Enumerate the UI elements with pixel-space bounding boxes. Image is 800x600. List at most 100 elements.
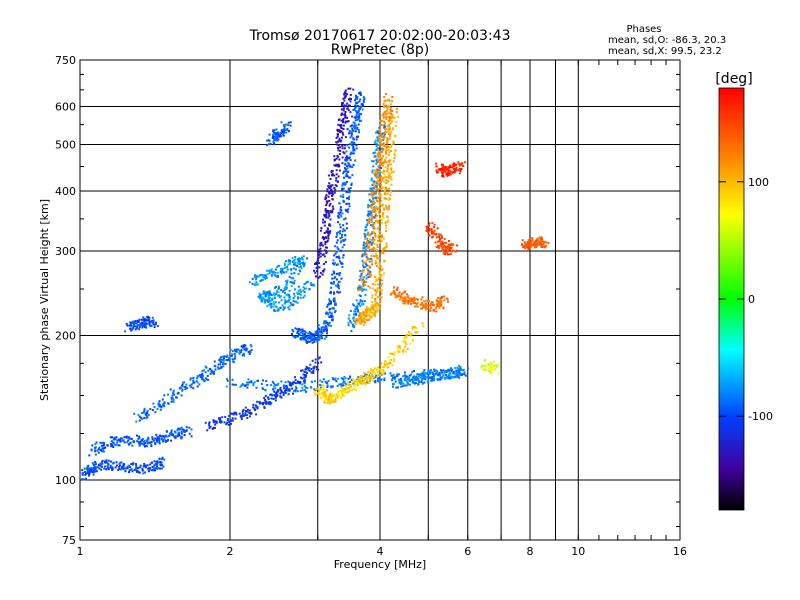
data-point	[322, 385, 325, 387]
data-point	[208, 424, 211, 427]
data-point	[310, 335, 313, 338]
data-point	[338, 257, 341, 260]
data-point	[388, 138, 391, 140]
data-point	[463, 373, 466, 376]
data-point	[266, 299, 269, 302]
data-point	[280, 129, 283, 132]
data-point	[325, 321, 328, 324]
data-point	[222, 355, 225, 358]
data-point	[326, 389, 329, 392]
data-point	[150, 469, 153, 472]
data-point	[303, 338, 306, 341]
data-point	[378, 230, 381, 233]
data-point	[220, 365, 223, 368]
data-point	[362, 288, 365, 291]
data-point	[282, 308, 285, 311]
data-point	[351, 129, 354, 132]
data-point	[392, 127, 395, 130]
data-point	[156, 467, 159, 470]
data-point	[243, 354, 245, 357]
data-point	[378, 302, 381, 305]
data-point	[402, 350, 404, 353]
data-point	[352, 88, 355, 91]
data-point	[342, 228, 345, 231]
data-point	[353, 316, 355, 319]
data-point	[363, 254, 366, 257]
data-point	[173, 430, 176, 433]
data-point	[272, 305, 275, 308]
data-point	[330, 386, 333, 389]
data-point	[388, 99, 391, 102]
data-point	[370, 211, 373, 214]
data-point	[337, 163, 340, 166]
data-point	[393, 291, 396, 294]
data-point	[298, 381, 301, 384]
data-point	[389, 111, 392, 114]
data-point	[342, 387, 345, 390]
data-point	[339, 237, 342, 240]
data-point	[490, 367, 492, 370]
data-point	[124, 467, 127, 470]
data-point	[420, 373, 423, 375]
data-point	[348, 191, 351, 194]
data-point	[273, 390, 276, 393]
data-point	[384, 176, 387, 179]
data-point	[273, 129, 276, 132]
data-point	[345, 156, 347, 159]
data-point	[291, 387, 294, 390]
data-point	[273, 293, 276, 296]
data-point	[372, 236, 374, 239]
data-point	[528, 244, 531, 246]
data-point	[378, 263, 381, 266]
data-point	[329, 218, 332, 221]
data-point	[376, 249, 379, 251]
data-point	[379, 143, 381, 146]
data-point	[190, 435, 193, 438]
data-point	[378, 153, 381, 155]
data-point	[338, 153, 341, 155]
data-point	[337, 211, 340, 214]
data-point	[250, 349, 253, 352]
data-point	[398, 345, 401, 348]
data-point	[159, 464, 162, 467]
data-point	[199, 376, 202, 379]
data-point	[151, 320, 154, 323]
data-point	[238, 412, 241, 415]
data-point	[180, 394, 183, 397]
data-point	[297, 273, 300, 276]
data-point	[386, 192, 389, 195]
y-axis-label: Stationary phase Virtual Height [km]	[38, 199, 51, 401]
data-point	[382, 216, 385, 219]
data-point	[109, 436, 112, 439]
data-point	[143, 444, 146, 446]
data-point	[450, 367, 452, 370]
data-point	[320, 387, 322, 390]
data-point	[365, 377, 368, 380]
data-point	[328, 187, 331, 190]
data-point	[435, 246, 438, 249]
data-point	[251, 282, 254, 285]
data-point	[131, 463, 134, 466]
data-point	[316, 330, 319, 333]
data-point	[320, 326, 323, 329]
data-point	[373, 191, 376, 194]
data-point	[543, 246, 546, 249]
data-point	[241, 383, 244, 386]
data-point	[124, 470, 127, 473]
data-point	[319, 275, 322, 278]
data-point	[361, 271, 364, 273]
data-point	[348, 314, 351, 317]
data-point	[301, 369, 304, 372]
data-point	[180, 426, 183, 429]
data-point	[406, 334, 409, 337]
data-point	[141, 322, 143, 325]
data-point	[393, 116, 396, 119]
data-point	[345, 209, 348, 212]
data-point	[164, 439, 167, 442]
data-point	[324, 321, 327, 324]
data-point	[380, 159, 383, 162]
data-point	[306, 340, 309, 343]
data-point	[360, 288, 362, 291]
data-point	[413, 298, 416, 301]
data-point	[378, 262, 381, 265]
